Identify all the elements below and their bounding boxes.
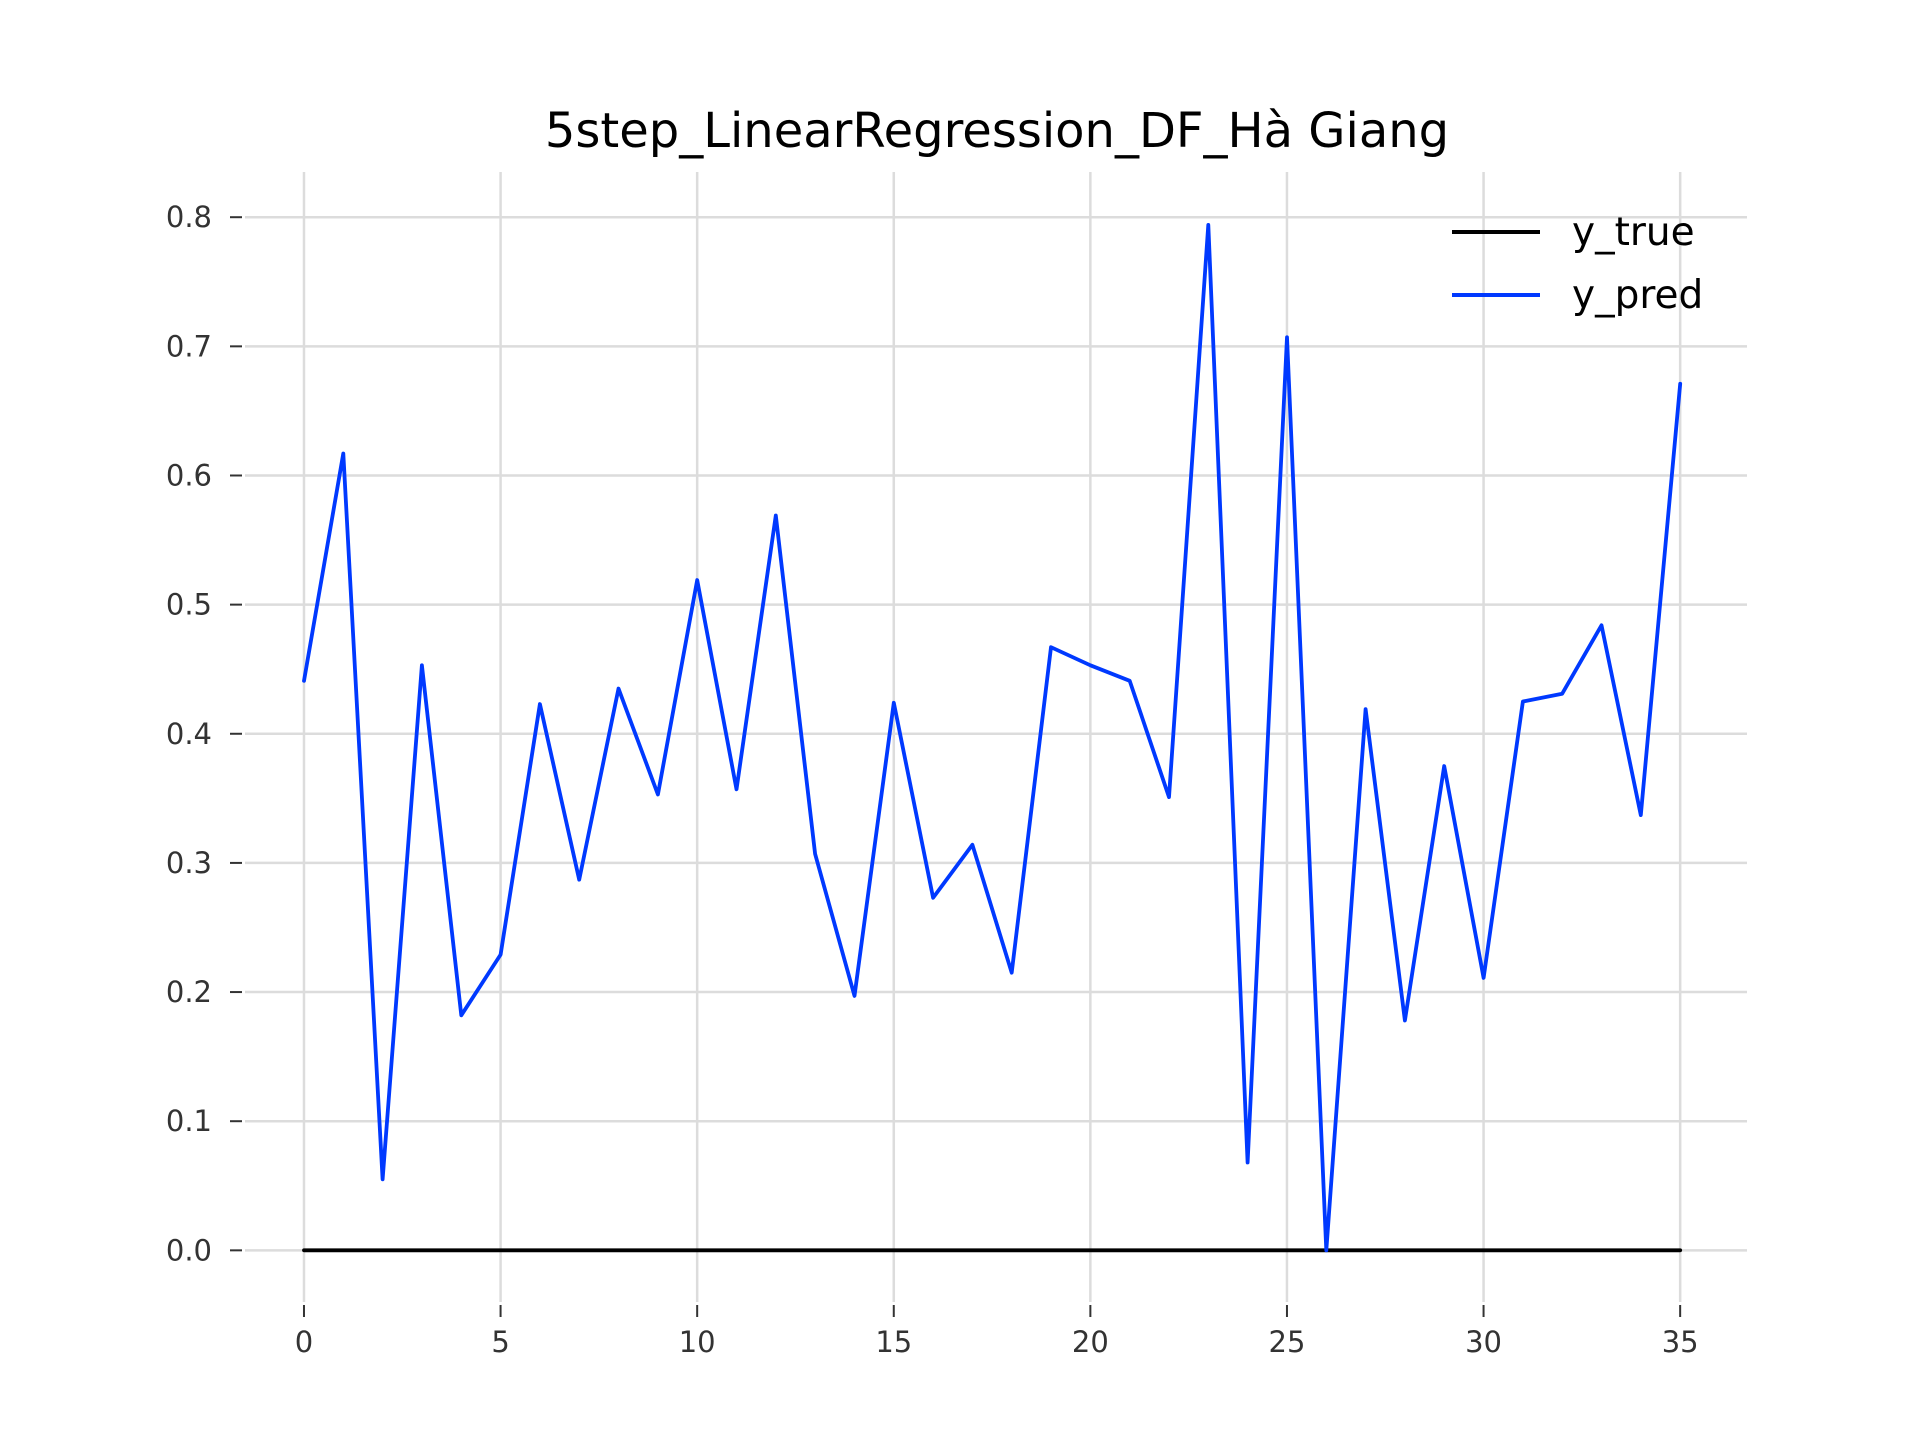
gridlines	[245, 172, 1747, 1302]
x-tick-label: 20	[1072, 1325, 1109, 1359]
legend-label-y-true: y_true	[1572, 210, 1695, 255]
x-axis: 0 5 10 15 20 25 30 35	[295, 1305, 1699, 1359]
legend: y_true y_pred	[1452, 210, 1703, 318]
legend-label-y-pred: y_pred	[1572, 273, 1703, 318]
y-axis: 0.0 0.1 0.2 0.3 0.4 0.5 0.6 0.7 0.8	[166, 200, 242, 1267]
y-tick-label: 0.5	[166, 588, 212, 622]
plot-lines	[302, 222, 1683, 1253]
x-tick-label: 0	[295, 1325, 313, 1359]
x-tick-label: 5	[491, 1325, 509, 1359]
y-tick-label: 0.2	[166, 975, 212, 1009]
y-tick-label: 0.7	[166, 329, 212, 363]
y-tick-label: 0.8	[166, 200, 212, 234]
y-tick-label: 0.3	[166, 846, 212, 880]
x-tick-label: 30	[1465, 1325, 1502, 1359]
x-tick-label: 35	[1662, 1325, 1699, 1359]
y-tick-label: 0.6	[166, 458, 212, 492]
x-tick-label: 25	[1269, 1325, 1306, 1359]
chart-title: 5step_LinearRegression_DF_Hà Giang	[545, 103, 1449, 159]
y-tick-label: 0.1	[166, 1104, 212, 1138]
y-tick-label: 0.4	[166, 717, 212, 751]
x-tick-label: 15	[875, 1325, 912, 1359]
x-tick-label: 10	[679, 1325, 716, 1359]
series-line-y-pred	[302, 222, 1683, 1253]
y-tick-label: 0.0	[166, 1233, 212, 1267]
